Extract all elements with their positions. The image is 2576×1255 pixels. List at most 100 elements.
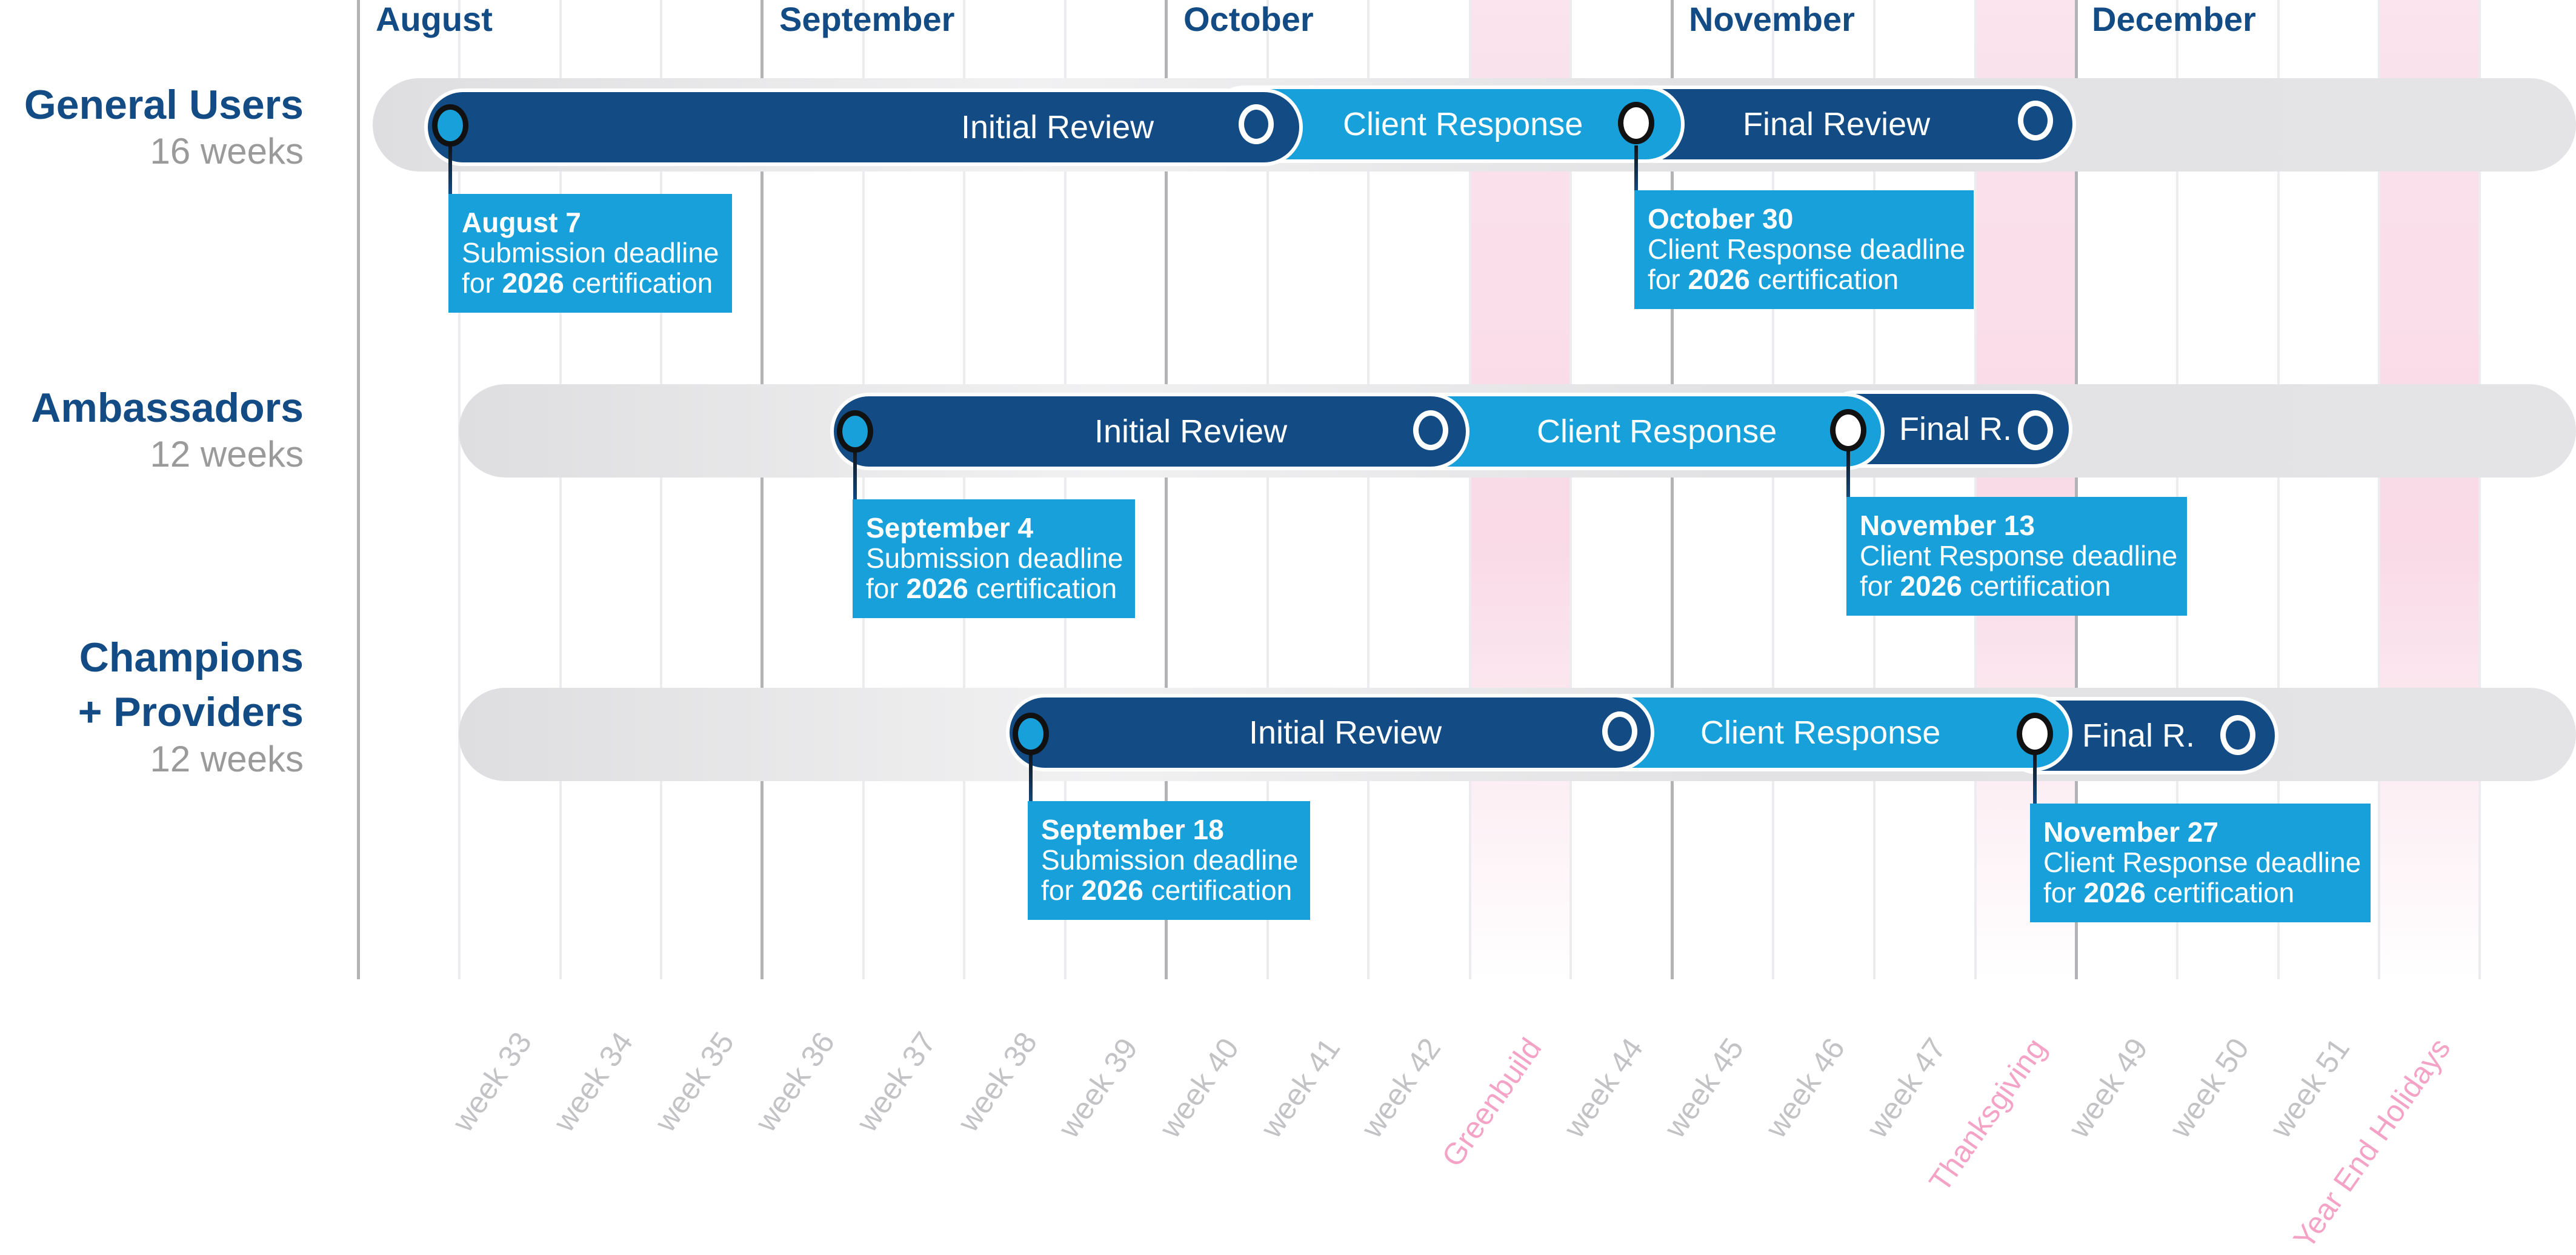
milestone-pin-icon: [1830, 409, 1866, 451]
row-duration: 12 weeks: [150, 434, 304, 474]
week-label: week 38: [951, 1025, 1043, 1138]
gridline: [1873, 0, 1875, 979]
week-label: week 36: [748, 1025, 841, 1138]
callout-text: for 2026 certification: [1041, 875, 1297, 905]
callout-text: for 2026 certification: [1860, 571, 2174, 601]
callout-date: November 27: [2043, 816, 2218, 848]
week-label: week 46: [1759, 1031, 1851, 1144]
phase-label: Initial Review: [1249, 714, 1442, 751]
callout-text-post: certification: [2145, 877, 2295, 908]
week-label: week 50: [2163, 1031, 2255, 1144]
week-label-greenbuild: Greenbuild: [1435, 1031, 1548, 1173]
callout-date: August 7: [462, 207, 581, 238]
phase-initial-review: Initial Review: [424, 88, 1303, 166]
phase-end-marker-icon: [2018, 410, 2053, 450]
callout-text: Submission deadline: [866, 542, 1123, 574]
phase-end-marker-icon: [1602, 711, 1637, 751]
callout-text: Submission deadline: [1041, 844, 1299, 876]
week-label: week 49: [2062, 1031, 2154, 1144]
milestone-pin-icon: [1618, 102, 1654, 144]
gridline: [1064, 0, 1067, 979]
gridline: [458, 0, 461, 979]
callout-august-7: August 7 Submission deadline for 2026 ce…: [448, 194, 732, 313]
phase-label: Initial Review: [1094, 413, 1288, 450]
week-label: week 41: [1254, 1031, 1346, 1144]
week-label: week 51: [2263, 1031, 2356, 1144]
callout-year: 2026: [1900, 570, 1962, 602]
month-label-october: October: [1183, 0, 1314, 38]
callout-text: for 2026 certification: [2043, 877, 2357, 908]
gridline-november: [1671, 0, 1674, 979]
milestone-stem: [1029, 751, 1033, 806]
gridline-december: [2075, 0, 2078, 979]
week-label: week 34: [547, 1025, 639, 1138]
phase-label: Client Response: [1700, 714, 1941, 751]
row-title-line2: + Providers: [78, 689, 304, 735]
month-label-september: September: [779, 0, 955, 38]
callout-november-13: November 13 Client Response deadline for…: [1846, 497, 2187, 616]
month-label-december: December: [2092, 0, 2256, 38]
row-duration: 16 weeks: [150, 131, 304, 171]
callout-text: for 2026 certification: [462, 268, 719, 298]
phase-label: Client Response: [1343, 106, 1583, 142]
gridline: [1974, 0, 1977, 979]
gridline-october: [1165, 0, 1168, 979]
week-label: week 33: [445, 1025, 538, 1138]
phase-label: Final R.: [2082, 717, 2195, 754]
week-label: week 40: [1153, 1031, 1245, 1144]
gridline: [1469, 0, 1471, 979]
milestone-stem: [853, 448, 857, 503]
callout-text-post: certification: [968, 573, 1117, 604]
phase-client-response: Client Response: [1576, 694, 2072, 771]
week-label: week 35: [648, 1025, 741, 1138]
gridline-august: [357, 0, 360, 979]
gridline: [963, 0, 965, 979]
gridline: [2478, 0, 2481, 979]
phase-final-review: Final Review: [1618, 85, 2076, 163]
callout-september-18: September 18 Submission deadline for 202…: [1028, 801, 1310, 920]
gridline: [1772, 0, 1774, 979]
callout-text-post: certification: [564, 267, 713, 299]
phase-label: Final R.: [1899, 411, 2012, 447]
milestone-stem: [1634, 145, 1638, 194]
gridline: [2277, 0, 2280, 979]
phase-label: Initial Review: [961, 109, 1154, 145]
milestone-pin-icon: [2017, 713, 2053, 755]
row-duration: 12 weeks: [150, 739, 304, 779]
gridline: [1367, 0, 1370, 979]
callout-year: 2026: [2083, 877, 2146, 908]
row-title: General Users: [24, 82, 304, 128]
callout-text-post: certification: [1143, 874, 1293, 906]
week-label: week 44: [1557, 1031, 1649, 1144]
callout-year: 2026: [1081, 874, 1143, 906]
callout-text-pre: for: [1648, 264, 1688, 295]
phase-end-marker-icon: [1239, 104, 1274, 144]
callout-year: 2026: [906, 573, 968, 604]
week-label: week 39: [1051, 1031, 1144, 1144]
callout-october-30: October 30 Client Response deadline for …: [1634, 190, 1974, 309]
callout-date: September 4: [866, 512, 1034, 544]
week-label: week 37: [850, 1025, 942, 1138]
phase-initial-review: Initial Review: [830, 393, 1469, 470]
milestone-stem: [1846, 448, 1850, 500]
callout-text: for 2026 certification: [866, 573, 1122, 604]
phase-initial-review: Initial Review: [1006, 694, 1654, 771]
gridline: [862, 0, 865, 979]
gridline: [1266, 0, 1269, 979]
callout-text-pre: for: [462, 267, 502, 299]
milestone-pin-icon: [837, 410, 873, 453]
week-label: week 42: [1354, 1031, 1447, 1144]
phase-label: Client Response: [1537, 413, 1777, 450]
callout-text-post: certification: [1962, 570, 2111, 602]
callout-text: Client Response deadline: [1648, 233, 1966, 265]
callout-november-27: November 27 Client Response deadline for…: [2030, 804, 2371, 922]
phase-end-marker-icon: [2220, 715, 2255, 755]
gridline: [2378, 0, 2380, 979]
milestone-stem: [2033, 751, 2037, 806]
phase-label: Final Review: [1743, 106, 1931, 142]
callout-date: October 30: [1648, 203, 1794, 235]
callout-text-post: certification: [1749, 264, 1899, 295]
milestone-stem: [448, 145, 452, 194]
phase-client-response: Client Response: [1400, 393, 1885, 470]
callout-text: for 2026 certification: [1648, 264, 1960, 295]
